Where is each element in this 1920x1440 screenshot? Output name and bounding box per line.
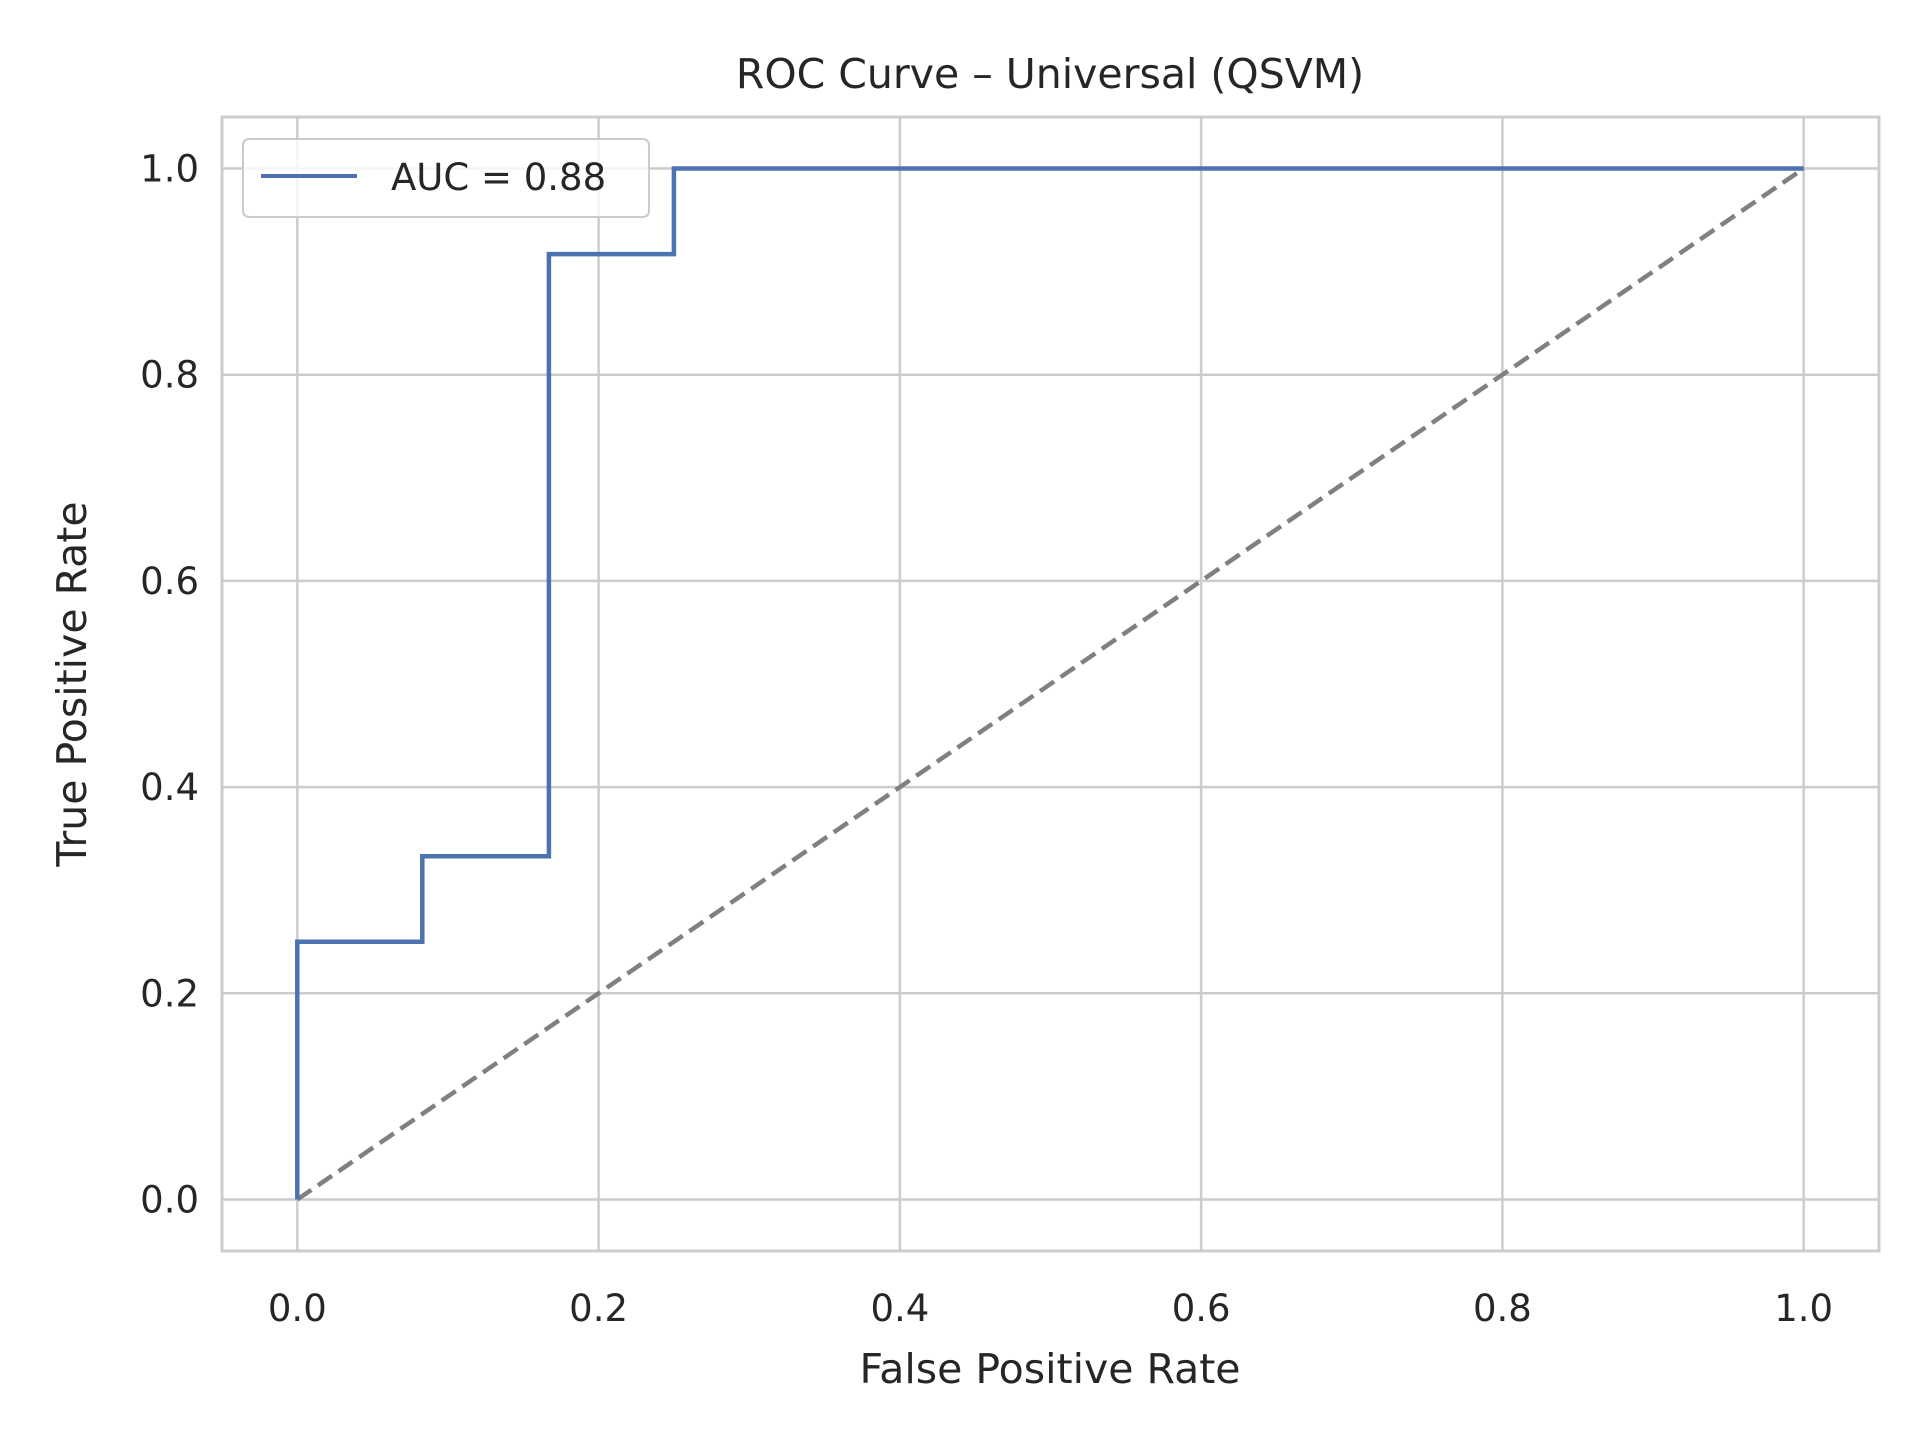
x-tick-label: 0.8 bbox=[1473, 1287, 1532, 1330]
x-tick-label: 0.0 bbox=[268, 1287, 327, 1330]
y-tick-label: 0.4 bbox=[140, 766, 199, 809]
x-tick-labels: 0.0 0.2 0.4 0.6 0.8 1.0 bbox=[268, 1287, 1833, 1330]
chart-title: ROC Curve – Universal (QSVM) bbox=[736, 50, 1364, 98]
roc-curve-line bbox=[295, 166, 1804, 1200]
legend-box bbox=[242, 138, 650, 218]
x-tick-label: 0.4 bbox=[870, 1287, 929, 1330]
chance-diagonal-line bbox=[296, 166, 1805, 1202]
y-tick-label: 1.0 bbox=[140, 148, 199, 191]
x-tick-label: 1.0 bbox=[1774, 1287, 1833, 1330]
y-tick-label: 0.2 bbox=[140, 972, 199, 1015]
legend-label: AUC = 0.88 bbox=[391, 156, 606, 199]
plot-frame bbox=[220, 115, 1881, 1253]
series-layer bbox=[295, 166, 1805, 1202]
y-tick-labels: 0.0 0.2 0.4 0.6 0.8 1.0 bbox=[140, 148, 199, 1222]
x-tick-label: 0.2 bbox=[569, 1287, 628, 1330]
legend: AUC = 0.88 bbox=[242, 138, 650, 218]
x-axis-label: False Positive Rate bbox=[859, 1345, 1240, 1393]
y-axis-label: True Positive Rate bbox=[48, 501, 96, 867]
x-tick-label: 0.6 bbox=[1172, 1287, 1231, 1330]
y-tick-label: 0.0 bbox=[140, 1178, 199, 1221]
y-tick-label: 0.6 bbox=[140, 560, 199, 603]
y-tick-label: 0.8 bbox=[140, 354, 199, 397]
